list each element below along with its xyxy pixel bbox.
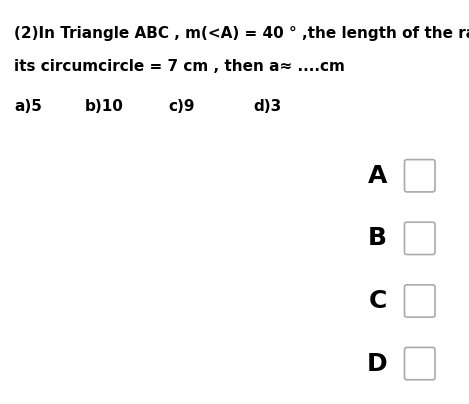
Text: b)10: b)10 [84, 99, 123, 114]
FancyBboxPatch shape [404, 347, 435, 380]
FancyBboxPatch shape [404, 285, 435, 317]
Text: c)9: c)9 [169, 99, 196, 114]
Text: a)5: a)5 [14, 99, 42, 114]
Text: D: D [367, 351, 388, 376]
Text: A: A [368, 164, 387, 188]
FancyBboxPatch shape [404, 160, 435, 192]
Text: (2)In Triangle ABC , m(<A) = 40 ° ,the length of the radius of: (2)In Triangle ABC , m(<A) = 40 ° ,the l… [14, 26, 469, 41]
FancyBboxPatch shape [404, 222, 435, 255]
Text: d)3: d)3 [253, 99, 281, 114]
Text: B: B [368, 226, 387, 250]
Text: its circumcircle = 7 cm , then a≈ ....cm: its circumcircle = 7 cm , then a≈ ....cm [14, 59, 345, 74]
Text: C: C [368, 289, 387, 313]
